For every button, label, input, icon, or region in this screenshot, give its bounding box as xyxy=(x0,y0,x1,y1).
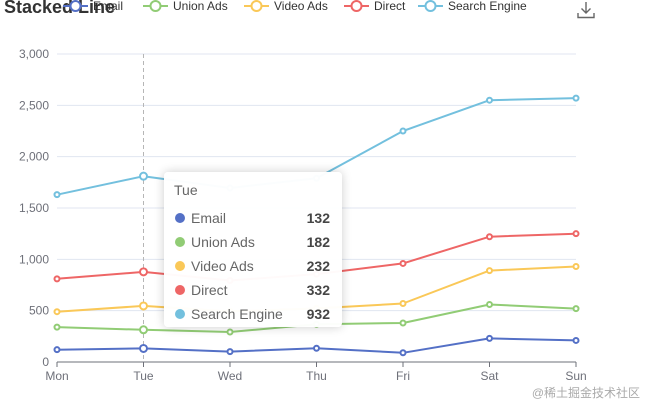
tooltip-value-search-engine: 932 xyxy=(306,306,330,322)
legend-label-email: Email xyxy=(93,0,124,13)
y-tick-label: 0 xyxy=(42,355,49,369)
tooltip-dot-union-ads xyxy=(175,237,185,247)
x-tick-label: Fri xyxy=(396,369,410,383)
y-tick-label: 500 xyxy=(29,304,49,318)
data-point-email xyxy=(572,336,580,344)
data-point-video-ads xyxy=(139,301,148,311)
data-point-union-ads xyxy=(53,323,61,331)
y-tick-label: 3,000 xyxy=(19,47,49,61)
data-point-search-engine xyxy=(139,171,148,181)
data-point-video-ads xyxy=(53,308,61,316)
legend-swatch-search-engine xyxy=(418,0,443,12)
tooltip-dot-email xyxy=(175,213,185,223)
data-point-email xyxy=(53,346,61,354)
data-point-direct xyxy=(572,230,580,238)
legend-swatch-email xyxy=(63,0,88,12)
watermark: @稀土掘金技术社区 xyxy=(531,386,640,400)
legend-label-union-ads: Union Ads xyxy=(173,0,228,13)
download-icon xyxy=(577,2,595,19)
tooltip-value-union-ads: 182 xyxy=(306,234,330,250)
data-point-direct xyxy=(53,275,61,283)
tooltip-name-union-ads: Union Ads xyxy=(191,234,255,250)
legend-swatch-direct xyxy=(344,0,369,12)
legend-label-search-engine: Search Engine xyxy=(448,0,527,13)
chart-title: Stacked Line xyxy=(4,0,116,17)
data-point-search-engine xyxy=(53,191,61,199)
tooltip-name-search-engine: Search Engine xyxy=(191,306,283,322)
tooltip-dot-search-engine xyxy=(175,309,185,319)
data-point-union-ads xyxy=(572,305,580,313)
tooltip-row-union-ads: Union Ads 182 xyxy=(174,230,332,254)
x-tick-label: Tue xyxy=(133,369,154,383)
tooltip-name-email: Email xyxy=(191,210,227,226)
data-point-union-ads xyxy=(486,301,493,309)
y-tick-label: 2,000 xyxy=(19,150,49,164)
y-tick-label: 1,500 xyxy=(19,201,49,215)
tooltip-row-direct: Direct 332 xyxy=(174,278,332,302)
tooltip-row-video-ads: Video Ads 232 xyxy=(174,254,332,278)
data-point-union-ads xyxy=(399,319,407,327)
x-tick-label: Thu xyxy=(306,369,327,383)
tooltip-row-search-engine: Search Engine 932 xyxy=(174,302,332,326)
legend-label-video-ads: Video Ads xyxy=(274,0,328,13)
x-tick-label: Wed xyxy=(218,369,242,383)
data-point-search-engine xyxy=(486,96,493,104)
tooltip-dot-video-ads xyxy=(175,261,185,271)
tooltip-dot-direct xyxy=(175,285,185,295)
data-point-video-ads xyxy=(486,267,493,275)
data-point-video-ads xyxy=(399,299,407,307)
tooltip: Tue Email 132 Union Ads 182 Video Ads 23… xyxy=(164,172,342,327)
x-tick-label: Mon xyxy=(45,369,68,383)
data-point-video-ads xyxy=(572,263,580,271)
data-point-search-engine xyxy=(399,127,407,135)
data-point-email xyxy=(226,348,234,356)
tooltip-value-direct: 332 xyxy=(306,282,330,298)
data-point-union-ads xyxy=(226,328,234,336)
tooltip-title: Tue xyxy=(174,182,198,198)
legend-swatch-video-ads xyxy=(244,0,269,12)
tooltip-row-email: Email 132 xyxy=(174,206,332,230)
tooltip-value-video-ads: 232 xyxy=(306,258,330,274)
data-point-email xyxy=(313,344,320,352)
x-tick-label: Sat xyxy=(480,369,499,383)
x-tick-label: Sun xyxy=(565,369,586,383)
data-point-email xyxy=(139,343,148,353)
data-point-search-engine xyxy=(572,94,580,102)
legend-label-direct: Direct xyxy=(374,0,406,13)
tooltip-name-video-ads: Video Ads xyxy=(191,258,254,274)
data-point-union-ads xyxy=(139,325,148,335)
data-point-direct xyxy=(139,267,148,277)
data-point-email xyxy=(399,349,407,357)
y-tick-label: 1,000 xyxy=(19,252,49,266)
legend-swatch-union-ads xyxy=(143,0,168,12)
data-point-direct xyxy=(486,233,493,241)
data-point-direct xyxy=(399,259,407,267)
save-as-image-button[interactable] xyxy=(576,0,596,20)
y-tick-label: 2,500 xyxy=(19,98,49,112)
data-point-email xyxy=(486,334,493,342)
tooltip-name-direct: Direct xyxy=(191,282,228,298)
tooltip-value-email: 132 xyxy=(306,210,330,226)
